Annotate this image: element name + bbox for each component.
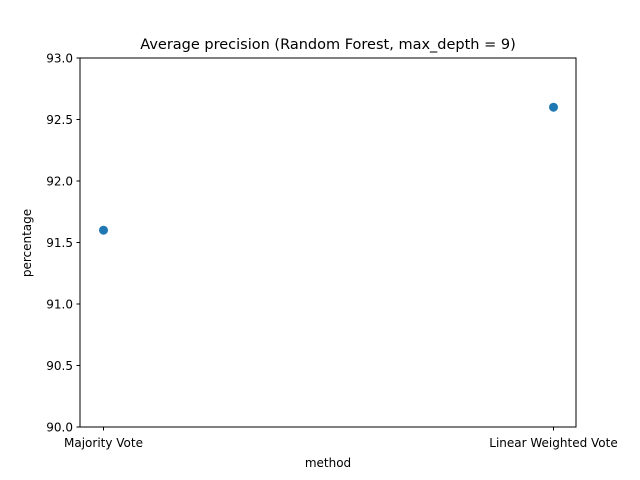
plot-area <box>79 57 577 428</box>
y-tick-label: 91.0 <box>46 298 73 312</box>
y-tick-label: 92.5 <box>46 113 73 127</box>
y-tick-label: 91.5 <box>46 236 73 250</box>
y-tick-label: 93.0 <box>46 52 73 66</box>
x-tick-label: Linear Weighted Vote <box>489 436 617 450</box>
data-point <box>99 225 108 235</box>
x-tick-label: Majority Vote <box>64 436 143 450</box>
y-tick-label: 92.0 <box>46 175 73 189</box>
x-axis: Majority Vote Linear Weighted Vote <box>64 427 618 450</box>
y-tick-label: 90.5 <box>46 359 73 373</box>
chart-title: Average precision (Random Forest, max_de… <box>140 37 516 53</box>
x-axis-label: method <box>305 456 351 470</box>
data-points <box>99 102 558 235</box>
data-point <box>549 102 558 112</box>
plot-frame <box>79 57 577 428</box>
y-tick-label: 90.0 <box>46 421 73 435</box>
y-axis-label: percentage <box>20 209 34 277</box>
y-axis: 90.0 90.5 91.0 91.5 92.0 92.5 93.0 <box>46 52 80 435</box>
